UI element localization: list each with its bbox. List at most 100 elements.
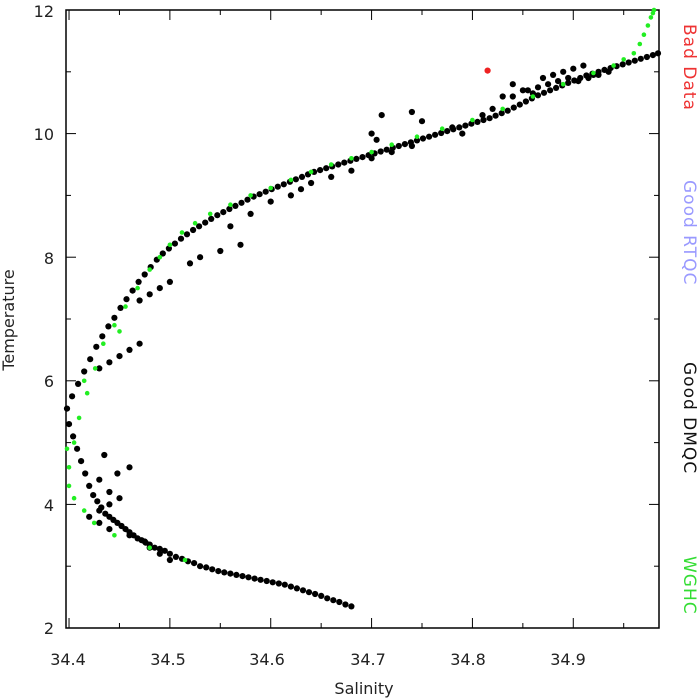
- data-point-good-dmqc: [293, 585, 300, 592]
- data-point-good-dmqc: [90, 492, 97, 499]
- data-point-good-dmqc: [486, 115, 493, 122]
- data-point-good-dmqc: [172, 553, 179, 561]
- data-point-good-dmqc: [106, 488, 113, 496]
- data-point-good-dmqc: [368, 155, 375, 162]
- data-point-good-dmqc: [312, 590, 319, 598]
- data-point-good-dmqc: [565, 74, 572, 82]
- data-point-good-dmqc: [177, 235, 185, 242]
- data-point-good-dmqc: [297, 186, 305, 193]
- x-tick-label: 34.8: [450, 650, 486, 669]
- data-point-good-dmqc: [545, 81, 552, 88]
- data-point-good-dmqc: [186, 260, 194, 267]
- data-point-good-dmqc: [631, 57, 638, 64]
- data-point-good-dmqc: [492, 112, 499, 119]
- data-point-good-dmqc: [413, 137, 421, 144]
- data-point-good-dmqc: [281, 581, 288, 588]
- data-point-good-dmqc: [183, 231, 191, 238]
- data-point-good-dmqc: [456, 124, 463, 131]
- data-point-good-dmqc: [141, 271, 148, 278]
- data-point-good-dmqc: [220, 209, 227, 216]
- data-point-good-dmqc: [280, 181, 287, 188]
- y-tick-label: 6: [44, 372, 54, 391]
- data-point-wghc: [66, 465, 72, 470]
- data-point-good-dmqc: [244, 196, 251, 203]
- data-point-good-dmqc: [263, 577, 270, 585]
- data-point-wghc: [308, 169, 314, 175]
- data-point-good-dmqc: [78, 458, 85, 465]
- data-point-good-dmqc: [171, 240, 178, 247]
- data-point-good-dmqc: [166, 278, 173, 285]
- data-point-good-dmqc: [232, 202, 239, 209]
- data-point-good-dmqc: [459, 130, 466, 137]
- data-point-good-dmqc: [105, 323, 112, 330]
- data-point-good-dmqc: [570, 65, 577, 72]
- data-point-good-dmqc: [196, 223, 203, 230]
- data-point-good-dmqc: [239, 573, 246, 580]
- data-point-good-dmqc: [191, 560, 198, 567]
- data-point-good-dmqc: [126, 532, 133, 539]
- data-point-wghc: [349, 156, 354, 161]
- y-tick-label: 8: [44, 249, 54, 268]
- x-axis-title: Salinity: [334, 679, 393, 698]
- y-tick-label: 2: [44, 619, 54, 638]
- data-point-wghc: [135, 285, 140, 291]
- data-point-good-dmqc: [93, 343, 100, 350]
- data-point-good-dmqc: [595, 71, 602, 78]
- data-point-good-dmqc: [87, 356, 94, 363]
- data-point-good-dmqc: [161, 547, 168, 554]
- data-point-good-dmqc: [539, 74, 547, 82]
- data-point-good-dmqc: [560, 68, 567, 75]
- data-point-wghc: [611, 63, 616, 68]
- data-point-good-dmqc: [625, 59, 632, 66]
- data-point-good-dmqc: [353, 155, 360, 162]
- data-point-good-dmqc: [619, 61, 626, 68]
- data-point-good-dmqc: [247, 210, 254, 217]
- data-point-good-dmqc: [388, 149, 395, 156]
- data-point-good-dmqc: [123, 296, 130, 303]
- data-point-good-dmqc: [480, 116, 487, 124]
- data-point-good-dmqc: [81, 368, 88, 375]
- data-point-good-dmqc: [238, 199, 245, 206]
- data-point-wghc: [92, 366, 98, 371]
- data-point-good-dmqc: [462, 122, 469, 129]
- data-point-good-dmqc: [267, 198, 274, 205]
- data-point-good-dmqc: [377, 148, 384, 155]
- legend-label-wghc: WGHC: [679, 556, 699, 615]
- data-point-wghc: [112, 322, 117, 328]
- data-point-good-dmqc: [209, 566, 216, 573]
- data-point-good-dmqc: [308, 179, 315, 187]
- data-point-good-dmqc: [479, 112, 486, 119]
- x-tick-label: 34.5: [150, 650, 186, 669]
- data-point-good-dmqc: [509, 93, 516, 100]
- data-point-wghc: [560, 81, 566, 87]
- data-point-good-dmqc: [585, 74, 592, 82]
- data-point-good-dmqc: [96, 365, 103, 372]
- data-point-wghc: [84, 390, 90, 396]
- data-point-good-dmqc: [575, 78, 582, 85]
- data-point-good-dmqc: [580, 62, 587, 69]
- data-point-wghc: [228, 202, 233, 207]
- data-point-good-dmqc: [70, 433, 77, 440]
- data-point-good-dmqc: [86, 513, 93, 520]
- data-point-good-dmqc: [221, 569, 228, 576]
- data-point-good-dmqc: [136, 297, 143, 304]
- data-point-good-dmqc: [287, 192, 294, 199]
- data-point-wghc: [147, 545, 152, 550]
- data-point-good-dmqc: [323, 165, 330, 172]
- data-point-good-dmqc: [114, 470, 121, 477]
- data-point-good-dmqc: [102, 510, 109, 517]
- data-point-wghc: [268, 185, 274, 191]
- data-point-good-dmqc: [233, 571, 240, 579]
- data-point-good-dmqc: [245, 574, 252, 581]
- data-point-good-dmqc: [135, 278, 142, 285]
- data-point-good-dmqc: [318, 592, 325, 600]
- data-point-wghc: [81, 508, 87, 513]
- data-point-wghc: [288, 177, 294, 183]
- legend-label-good-dmqc: Good DMQC: [679, 362, 699, 474]
- x-tick-label: 34.6: [249, 650, 285, 669]
- data-point-good-dmqc: [65, 421, 73, 428]
- data-point-good-dmqc: [305, 589, 313, 596]
- data-point-good-dmqc: [341, 159, 348, 166]
- data-point-good-dmqc: [498, 110, 505, 117]
- data-point-good-dmqc: [116, 353, 123, 360]
